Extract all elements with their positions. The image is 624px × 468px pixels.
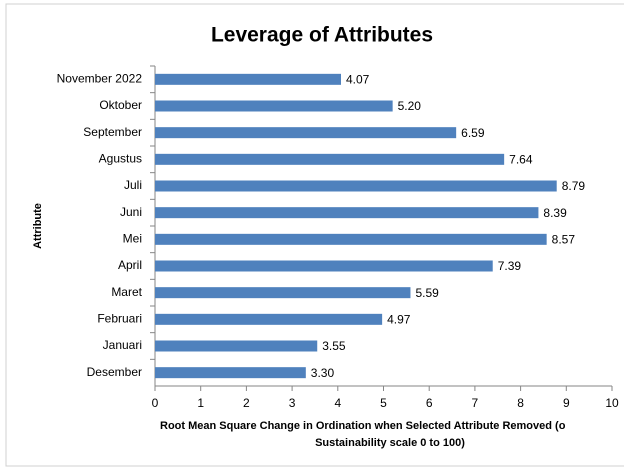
bar <box>155 313 383 325</box>
y-tick-label: November 2022 <box>57 72 143 86</box>
x-tick-label: 0 <box>152 396 159 410</box>
data-label: 8.79 <box>562 179 586 193</box>
bar <box>155 100 393 112</box>
bar <box>155 127 457 139</box>
chart-title: Leverage of Attributes <box>211 24 433 47</box>
x-tick-label: 7 <box>472 396 479 410</box>
x-tick-label: 9 <box>563 396 570 410</box>
data-label: 5.59 <box>415 286 439 300</box>
bar <box>155 180 557 192</box>
data-label: 4.97 <box>387 313 411 327</box>
bar <box>155 260 493 272</box>
bar <box>155 367 306 379</box>
bar <box>155 233 547 245</box>
y-tick-label: Juli <box>124 178 142 192</box>
data-label: 7.64 <box>509 153 533 167</box>
y-axis-label: Attribute <box>32 203 44 249</box>
y-tick-label: April <box>118 258 142 272</box>
x-tick-label: 8 <box>517 396 524 410</box>
x-tick-label: 5 <box>380 396 387 410</box>
data-label: 8.39 <box>543 206 567 220</box>
y-tick-label: Mei <box>123 232 142 246</box>
bar <box>155 153 505 165</box>
y-tick-label: September <box>83 125 142 139</box>
bar <box>155 207 539 219</box>
data-label: 3.55 <box>322 339 346 353</box>
data-label: 6.59 <box>461 126 485 140</box>
x-axis-label: Sustainability scale 0 to 100) <box>315 437 465 449</box>
x-tick-label: 2 <box>243 396 250 410</box>
x-tick-label: 10 <box>605 396 619 410</box>
y-tick-label: Juni <box>120 205 142 219</box>
x-axis-label: Root Mean Square Change in Ordination wh… <box>160 420 566 432</box>
bar <box>155 73 341 85</box>
x-tick-label: 3 <box>289 396 296 410</box>
bar <box>155 340 318 352</box>
data-label: 8.57 <box>552 233 576 247</box>
y-tick-label: Desember <box>87 365 142 379</box>
bar <box>155 287 411 299</box>
data-label: 5.20 <box>398 99 422 113</box>
data-label: 7.39 <box>498 259 522 273</box>
y-tick-label: Oktober <box>99 98 142 112</box>
y-tick-label: Februari <box>97 312 142 326</box>
data-label: 4.07 <box>346 73 370 87</box>
y-tick-label: Agustus <box>99 152 142 166</box>
x-tick-label: 6 <box>426 396 433 410</box>
x-tick-label: 4 <box>334 396 341 410</box>
x-tick-label: 1 <box>197 396 204 410</box>
y-tick-label: Maret <box>111 285 142 299</box>
y-tick-label: Januari <box>103 338 142 352</box>
data-label: 3.30 <box>311 366 335 380</box>
